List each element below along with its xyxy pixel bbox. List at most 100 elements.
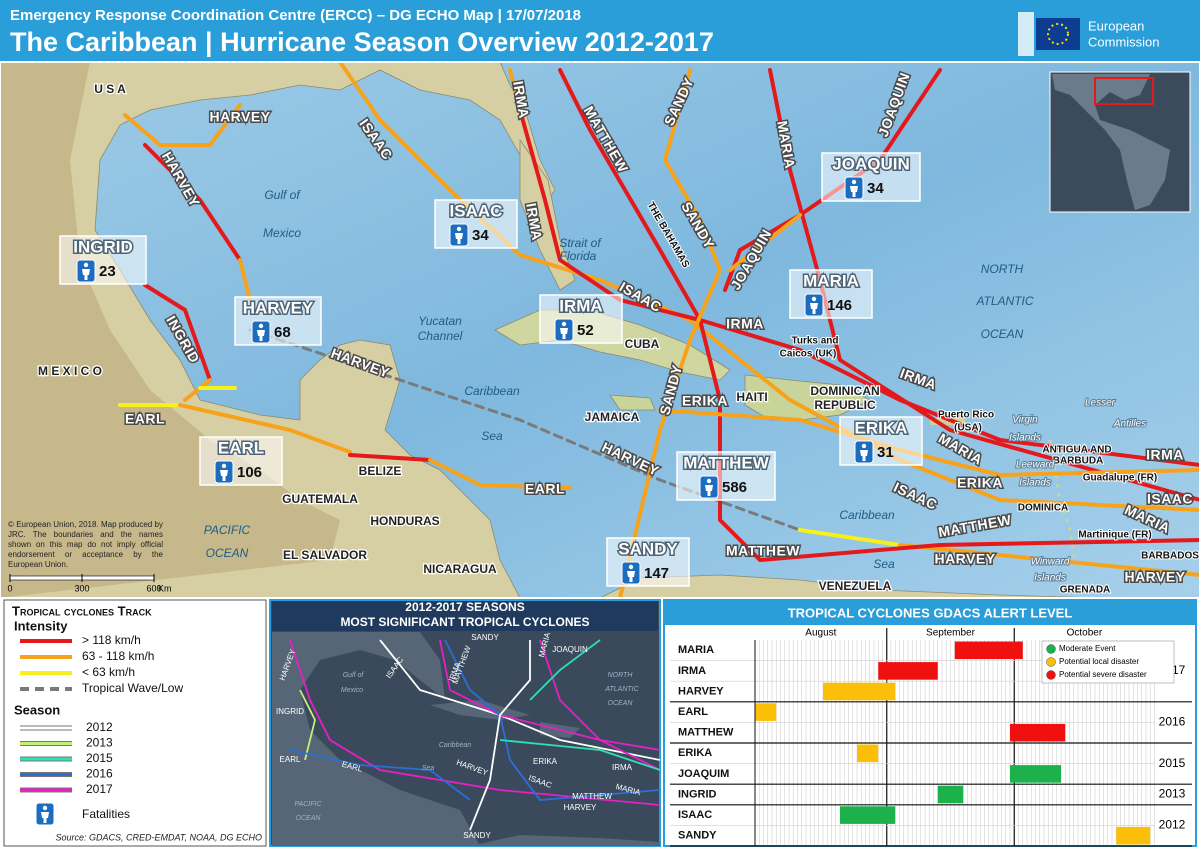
fatalities-icon [251,320,271,344]
map-label: HARVEY [934,551,995,567]
map-label: EARL [125,411,165,427]
map-label: JAMAICA [585,410,640,424]
fatalities-icon [214,460,234,484]
fatality-box-bg [199,436,283,486]
map-label: HARVEY [209,109,270,125]
fatality-name: MATTHEW [683,453,770,472]
alert-bar [1010,723,1066,742]
inset-label: Gulf of [343,672,365,679]
map-label: PACIFIC [204,523,251,537]
fatalities-icon [854,440,874,464]
alert-panel: TROPICAL CYCLONES GDACS ALERT LEVEL Augu… [663,599,1197,847]
inset-title: MOST SIGNIFICANT TROPICAL CYCLONES [340,615,589,629]
map-label: GUATEMALA [282,492,358,506]
map-label: DOMINICA [1018,503,1069,514]
fatality-box-bg [789,269,873,319]
inset-label: Sea [422,765,435,772]
legend-label: < 63 km/h [82,665,135,679]
fatality-count: 68 [274,324,291,341]
scale-unit: Km [158,583,172,593]
fatality-count: 586 [722,479,747,496]
map-label: Virgin [1012,415,1038,426]
map-label: BELIZE [359,464,402,478]
map-label: Caicos (UK) [780,349,837,360]
map-label: ANTIGUA AND [1042,445,1111,456]
inset-label: HARVEY [564,803,597,812]
alert-bar [954,641,1023,660]
fatality-box: SANDY 147 [606,537,690,587]
legend-subtitle: Intensity [14,618,68,633]
month-label: September [926,628,976,639]
fatality-box: MATTHEW 586 [676,451,776,501]
fatality-name: MARIA [803,271,859,290]
alert-bar [937,785,964,804]
map-label: Guadalupe (FR) [1083,473,1157,484]
scale-label: 600 [146,583,161,593]
map-label: IRMA [726,316,764,332]
fatality-count: 146 [827,297,852,314]
alert-legend-label: Potential local disaster [1059,657,1139,666]
fatality-box-bg [59,235,147,285]
map-label: OCEAN [981,327,1024,341]
legend-label: 63 - 118 km/h [82,649,154,663]
source: Source: GDACS, CRED-EMDAT, NOAA, DG ECHO [55,832,262,842]
map-label: Antilles [1113,419,1146,430]
storm-name: MARIA [678,644,714,656]
fatality-box: EARL 106 [199,436,283,486]
map-label: (USA) [954,423,982,434]
fatality-name: IRMA [559,296,602,315]
storm-name: ISAAC [678,809,712,821]
inset-label: ATLANTIC [604,686,639,693]
inset-label: PACIFIC [294,801,322,808]
map-label: NORTH [981,262,1024,276]
fatality-name: SANDY [618,539,678,558]
header-bar [0,0,1200,62]
year-label: 2012 [1159,818,1186,832]
main-map: U S A HARVEY ISAAC IRMA MATTHEW SANDY MARIA JOA… [0,62,1200,598]
alert-bar [1010,765,1061,783]
alert-bar [857,744,879,763]
copyright-text: © European Union, 2018. Map produced by … [8,520,163,569]
fatalities-icon [554,318,574,342]
map-label: Lesser [1085,398,1116,409]
locator-map [1049,71,1191,213]
map-label: IRMA [1146,447,1184,463]
fatalities-icon [35,802,55,826]
map-label: Channel [418,329,463,343]
storm-name: ERIKA [678,747,712,759]
scale-label: 300 [74,583,89,593]
alert-legend-icon [1046,670,1056,680]
fatality-box: MARIA 146 [789,269,873,319]
alert-bar [755,703,777,721]
legend-panel: Tropical cyclones Track Intensity Season… [3,599,267,847]
fatality-name: ERIKA [855,418,908,437]
alert-title: TROPICAL CYCLONES GDACS ALERT LEVEL [788,605,1073,620]
fatality-count: 52 [577,322,594,339]
fatality-name: INGRID [73,237,133,256]
map-label: Gulf of [264,188,301,202]
map-label: Islands [1019,478,1051,489]
inset-label: ERIKA [533,757,558,766]
fatality-name: EARL [218,438,264,457]
inset-label: Mexico [341,687,363,694]
fatalities-icon [449,223,469,247]
storm-name: MATTHEW [678,727,734,739]
map-label: GRENADA [1060,585,1111,596]
map-label: EARL [525,481,565,497]
map-label: Sea [873,557,895,571]
fatality-box-bg [539,294,623,344]
alert-bar [823,682,896,701]
map-label: Sea [481,429,503,443]
fatality-box-bg [606,537,690,587]
map-label: NICARAGUA [423,562,497,576]
fatality-box: ERIKA 31 [839,416,923,466]
year-label: 2013 [1159,787,1186,801]
map-label: Mexico [263,226,301,240]
storm-name: HARVEY [678,685,724,697]
legend-label: 2017 [86,782,113,796]
inset-label: OCEAN [296,815,322,822]
fatality-box-bg [434,199,518,249]
map-label: Yucatan [418,314,462,328]
